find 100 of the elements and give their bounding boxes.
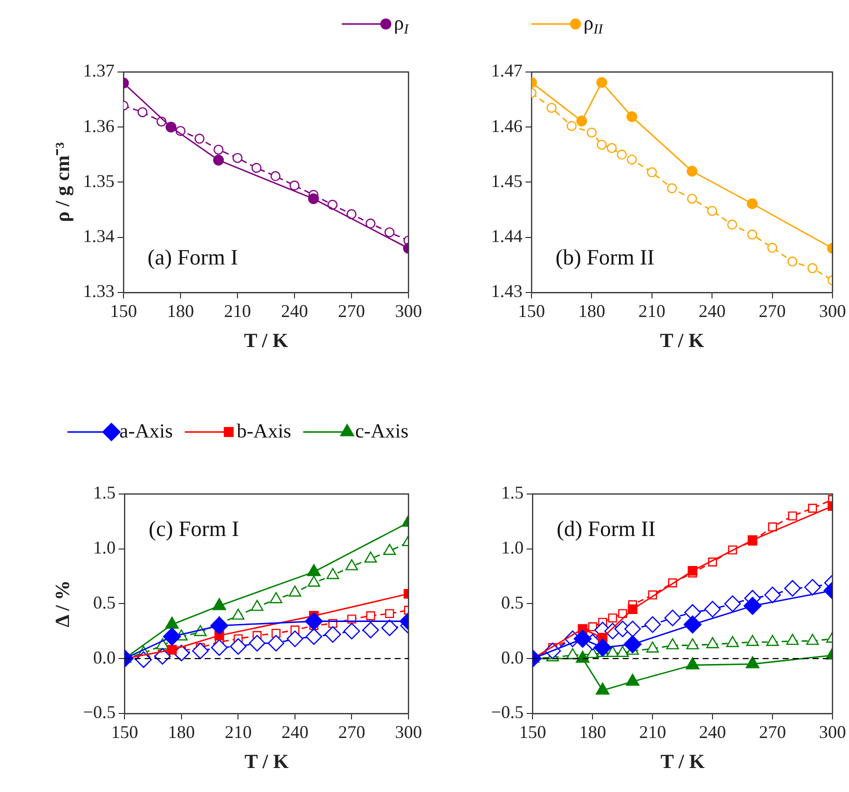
point (746, 634, 759, 646)
x-tick-label: 150 (111, 722, 138, 742)
y-tick-label: 0.0 (93, 647, 116, 668)
point (746, 198, 758, 210)
point (616, 150, 627, 160)
point (232, 608, 245, 620)
point (250, 600, 264, 611)
point (646, 167, 657, 178)
point (546, 102, 557, 113)
point (566, 121, 577, 131)
point (290, 180, 300, 191)
point (588, 622, 598, 632)
x-tick-label: 150 (110, 300, 137, 321)
point (167, 644, 177, 655)
x-tick-label: 240 (281, 722, 308, 742)
x-axis-title: T / K (244, 330, 288, 352)
point (362, 622, 379, 638)
point (686, 657, 700, 670)
point (706, 637, 719, 648)
point (270, 592, 282, 604)
y-tick-label: 0.5 (501, 592, 524, 612)
annotation: (b) Form II (556, 244, 654, 270)
point (686, 638, 699, 650)
legend-label: c-Axis (355, 420, 409, 442)
y-tick-label: 1.45 (491, 170, 522, 191)
point (326, 568, 340, 580)
point (747, 230, 758, 240)
point (586, 128, 597, 138)
point (666, 183, 677, 194)
point (213, 154, 224, 166)
y-tick-label: 1.36 (83, 116, 114, 136)
x-tick-label: 210 (639, 722, 666, 742)
point (212, 598, 226, 610)
point (684, 616, 702, 634)
point (166, 122, 176, 132)
y-tick-label: 0.5 (93, 592, 116, 612)
x-tick-label: 210 (638, 300, 666, 321)
point (628, 604, 638, 614)
x-tick-label: 240 (281, 300, 308, 321)
point (268, 634, 284, 652)
point (343, 622, 360, 640)
y-tick-label: 0.0 (501, 647, 524, 668)
point (576, 116, 588, 126)
point (288, 586, 302, 597)
y-axis-title: ρ / g cm⁻³ (52, 142, 74, 222)
x-tick-label: 270 (759, 722, 786, 742)
point (746, 656, 760, 668)
point (644, 616, 661, 633)
point (768, 522, 778, 532)
point (248, 634, 266, 652)
point (324, 626, 342, 643)
x-tick-label: 270 (338, 722, 366, 742)
legend-label: a-Axis (119, 420, 173, 442)
x-tick-label: 240 (698, 300, 726, 321)
point (786, 634, 799, 645)
point (666, 638, 679, 650)
annotation: (a) Form I (148, 244, 238, 270)
point (624, 620, 641, 638)
point (576, 650, 590, 663)
point (138, 107, 148, 118)
x-tick-label: 180 (578, 300, 606, 321)
point (574, 630, 592, 648)
point (307, 564, 321, 576)
y-tick-label: 1.5 (93, 482, 116, 503)
x-tick-label: 300 (819, 300, 846, 321)
annotation: (d) Form II (556, 516, 656, 541)
point (686, 166, 698, 177)
x-axis-title: T / K (660, 751, 706, 774)
x-tick-label: 180 (167, 300, 194, 321)
x-tick-label: 240 (699, 722, 726, 742)
point (384, 227, 394, 238)
point (766, 634, 779, 646)
point (606, 143, 617, 154)
point (232, 152, 242, 163)
x-tick-label: 210 (224, 722, 252, 742)
x-tick-label: 300 (395, 300, 422, 321)
point (308, 193, 319, 204)
point (767, 242, 778, 253)
y-tick-label: 1.43 (491, 281, 522, 302)
point (366, 218, 376, 229)
y-tick-label: 1.35 (83, 170, 114, 191)
point (383, 544, 396, 555)
y-tick-label: 1.0 (501, 538, 524, 558)
point (308, 576, 320, 587)
x-tick-label: 150 (519, 722, 546, 742)
point (286, 630, 304, 648)
point (727, 220, 738, 230)
point (345, 559, 358, 570)
point (364, 552, 377, 563)
point (366, 611, 376, 620)
x-tick-label: 150 (518, 300, 545, 321)
annotation: (c) Form I (148, 516, 240, 541)
x-tick-label: 180 (579, 722, 606, 742)
point (596, 682, 610, 695)
y-tick-label: 1.5 (501, 482, 524, 503)
point (626, 674, 640, 686)
point (381, 620, 398, 636)
point (626, 111, 638, 122)
point (724, 595, 741, 612)
point (210, 639, 228, 656)
